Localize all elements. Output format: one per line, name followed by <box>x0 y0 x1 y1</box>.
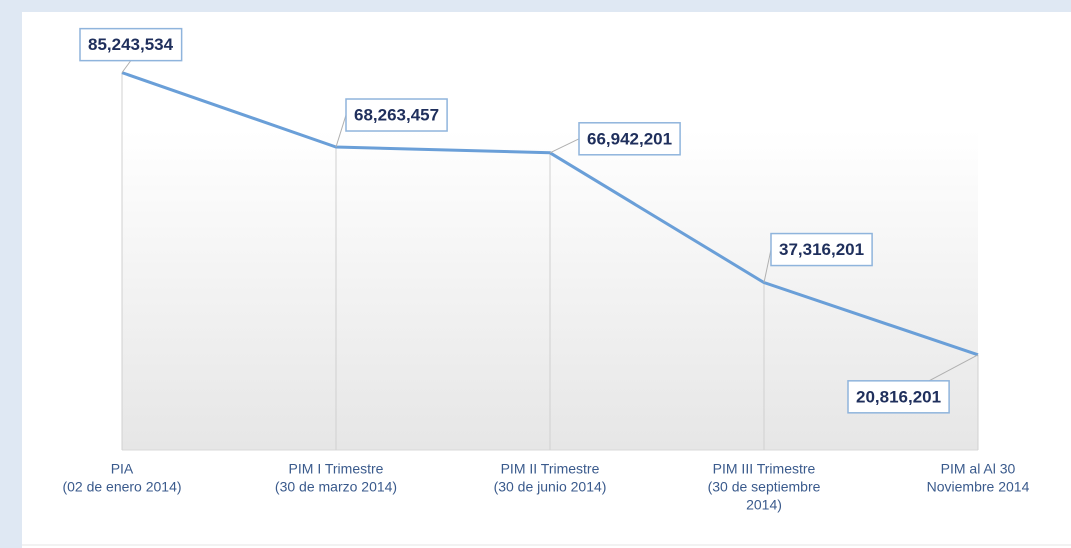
frame-top <box>0 0 1071 12</box>
x-tick-label: PIA <box>111 461 134 477</box>
x-tick-label: Noviembre 2014 <box>927 479 1030 495</box>
x-tick-label: 2014) <box>746 497 782 513</box>
x-tick-label: (30 de junio 2014) <box>494 479 607 495</box>
value-label: 20,816,201 <box>856 387 941 406</box>
value-label-box <box>578 122 681 156</box>
value-label-box <box>345 98 448 132</box>
connector <box>763 249 772 283</box>
frame-left <box>0 0 22 548</box>
x-tick-label: PIM II Trimestre <box>501 461 600 477</box>
x-tick-label: (30 de marzo 2014) <box>275 479 397 495</box>
connector <box>549 138 580 154</box>
connector <box>121 60 132 73</box>
value-label-box <box>79 27 183 62</box>
connector <box>335 114 347 148</box>
value-label: 68,263,457 <box>354 105 439 124</box>
x-tick-label: PIM al Al 30 <box>941 461 1016 477</box>
value-label: 37,316,201 <box>779 240 864 259</box>
value-label-box <box>770 232 873 267</box>
value-label: 85,243,534 <box>88 35 174 54</box>
x-tick-label: (30 de septiembre <box>708 479 821 495</box>
x-tick-label: (02 de enero 2014) <box>62 479 181 495</box>
x-tick-label: PIM I Trimestre <box>289 461 384 477</box>
value-label-box <box>847 380 950 414</box>
value-label: 66,942,201 <box>587 129 672 148</box>
connector <box>928 354 979 382</box>
x-tick-label: PIM III Trimestre <box>713 461 816 477</box>
